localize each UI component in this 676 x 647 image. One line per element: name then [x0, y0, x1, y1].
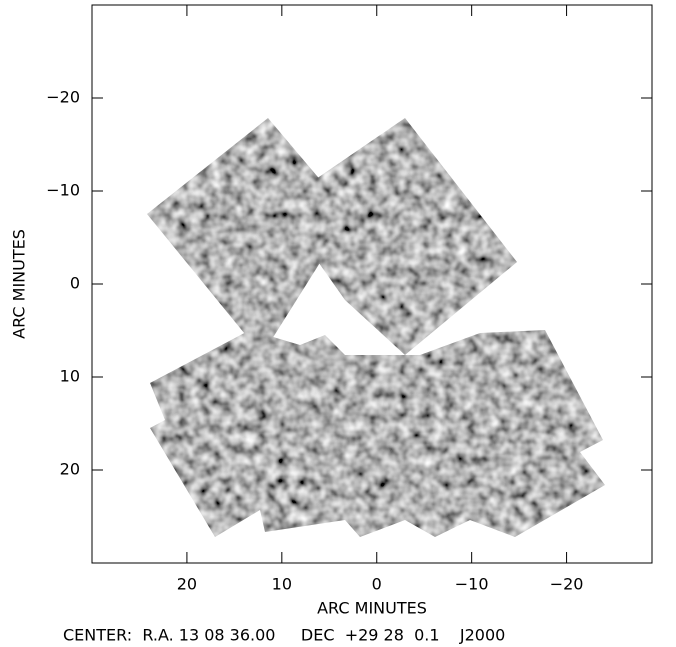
x-axis-title: ARC MINUTES — [317, 599, 427, 618]
x-tick-label: 0 — [372, 575, 382, 594]
y-tick-label: 0 — [70, 274, 80, 293]
y-tick-label: 20 — [60, 460, 80, 479]
x-tick-label: −20 — [550, 575, 584, 594]
tile — [278, 118, 517, 355]
x-tick-label: 10 — [272, 575, 292, 594]
y-axis-title: ARC MINUTES — [10, 229, 29, 339]
footer: CENTER: R.A. 13 08 36.00 DEC +29 28 0.1 … — [63, 626, 505, 645]
x-tick-label: 20 — [177, 575, 197, 594]
x-tick-label: −10 — [455, 575, 489, 594]
y-tick-label: 10 — [60, 367, 80, 386]
y-tick-label: −20 — [46, 88, 80, 107]
tile — [147, 118, 350, 355]
image-tiles — [147, 118, 605, 537]
y-tick-label: −10 — [46, 181, 80, 200]
tile — [150, 330, 605, 537]
